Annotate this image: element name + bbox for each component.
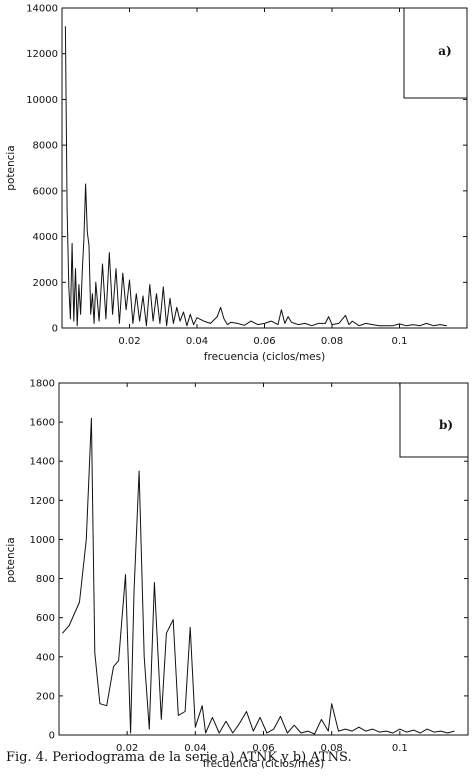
panel-a-ytick-label: 4000 [33,232,58,243]
panel-a-ytick-label: 8000 [33,141,58,152]
panel-b-ytick-label: 1000 [30,535,55,546]
panel-a-ytick-label: 10000 [26,95,58,106]
panel-a-xtick-label: 0.04 [186,336,208,347]
panel-b-ytick-label: 800 [36,574,55,585]
panel-a-xtick-label: 0.08 [321,336,343,347]
figure-caption: Fig. 4. Periodograma de la serie a) ATNK… [6,750,352,765]
panel-b-ytick-label: 0 [49,731,55,742]
panel-b-xtick-label: 0.02 [116,743,138,754]
panel-b-legend-box-overlay [399,382,469,458]
panel-a-label: a) [438,44,451,58]
panel-b-ytick-label: 1600 [30,418,55,429]
panel-a-ytick-label: 6000 [33,186,58,197]
panel-a-legend-box-overlay [403,7,468,99]
panel-a-x-axis-label: frecuencia (ciclos/mes) [204,351,325,363]
panel-b-xtick-label: 0.06 [252,743,274,754]
panel-b-ytick-label: 1400 [30,457,55,468]
panel-a-y-axis-label: potencia [5,145,17,190]
panel-b-label: b) [439,418,453,432]
panel-a-ytick-label: 2000 [33,278,58,289]
panel-b-xtick-label: 0.1 [392,743,408,754]
panel-b-ytick-label: 400 [36,652,55,663]
panel-b-xtick-label: 0.08 [321,743,343,754]
panel-a-xtick-label: 0.02 [118,336,140,347]
panel-b-ytick-label: 1800 [30,379,55,390]
panel-a-ytick-label: 12000 [26,49,58,60]
panel-a-xtick-label: 0.06 [253,336,275,347]
panel-b-ytick-label: 200 [36,691,55,702]
panel-b-x-axis-label: frecuencia (ciclos/mes) [203,758,324,770]
panel-b-xtick-label: 0.04 [184,743,206,754]
panel-a-ytick-label: 14000 [26,4,58,15]
panel-a-xtick-label: 0.1 [392,336,408,347]
panel-b-series-line [62,417,455,735]
panel-b-ytick-label: 1200 [30,496,55,507]
panel-a-series-line [64,26,447,327]
panel-b-y-axis-label: potencia [5,537,17,582]
panel-a-ytick-label: 0 [52,324,58,335]
panel-b-ytick-label: 600 [36,613,55,624]
